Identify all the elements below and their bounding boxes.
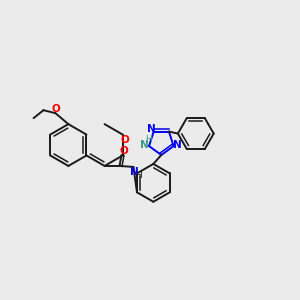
Text: N: N [147, 124, 156, 134]
Text: O: O [119, 146, 128, 156]
Text: O: O [120, 134, 129, 145]
Text: O: O [51, 104, 60, 114]
Text: H: H [145, 135, 152, 144]
Text: N: N [140, 140, 148, 150]
Text: N: N [173, 140, 182, 150]
Text: H: H [135, 171, 142, 180]
Text: N: N [130, 167, 139, 177]
